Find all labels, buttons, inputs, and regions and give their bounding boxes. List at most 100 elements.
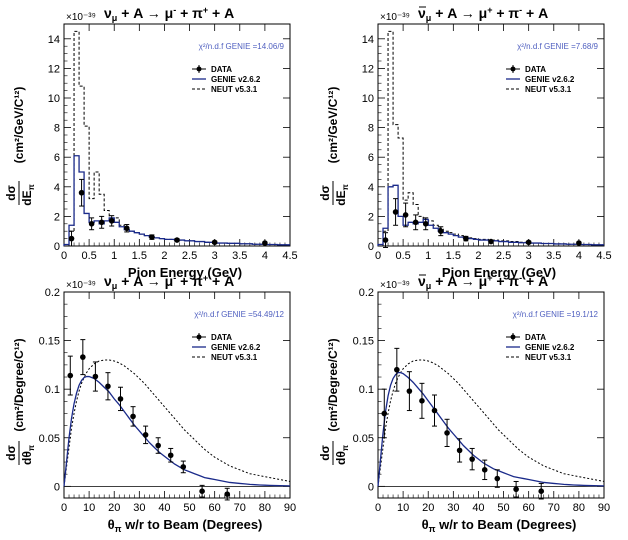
legend-data-label: DATA [525,333,546,342]
data-point [80,354,86,360]
plot-frame [63,23,291,247]
y-tick-label: 0.15 [39,336,60,348]
data-point [262,240,268,246]
x-tick-label: 60 [209,502,221,514]
y-tick-label: 0.1 [45,384,60,396]
x-tick-label: 50 [497,502,509,514]
y-tick-label: 0.15 [353,336,374,348]
data-point [224,491,231,497]
y-tick-label: 0.05 [39,433,60,445]
x-tick-label: 0.5 [81,250,96,262]
legend-data-marker [196,334,202,340]
scale-factor-label: ×10⁻³⁹ [66,280,96,291]
x-tick-label: 50 [183,502,195,514]
x-tick-label: 10 [397,502,409,514]
legend-genie-label: GENIE v2.6.2 [525,343,575,352]
x-tick-label: 3 [212,250,218,262]
chart-panel-3: 0 10 20 30 40 50 60 70 80 90 0 0.05 0.1 0.15 0.2 ×10⁻³⁹… [4,273,296,534]
x-tick-label: 2 [475,250,481,262]
x-tick-label: 1.5 [132,250,147,262]
y-tick-label: 8 [54,123,60,135]
y-label-numerator: dσ [4,185,18,201]
y-tick-label: 0 [54,241,60,253]
data-point [406,388,413,394]
data-point [108,218,115,224]
x-tick-label: 1 [425,250,431,262]
data-point [422,221,429,227]
neut-curve [377,359,605,487]
data-point [174,237,180,243]
chi2-label: χ²/n.d.f GENIE =7.68/9 [517,42,598,51]
legend-data-label: DATA [211,333,232,342]
x-tick-label: 0 [375,250,381,262]
y-label-units: (cm²/GeV/C¹²) [326,87,340,164]
x-tick-label: 1.5 [446,250,461,262]
plot-frame [377,291,605,499]
chart-title: νμ + A → μ- + π+ + A [104,5,234,23]
y-tick-label: 8 [368,123,374,135]
y-tick-label: 0 [368,241,374,253]
genie-histogram [63,155,290,246]
data-point [525,239,532,246]
data-point [437,228,444,234]
y-tick-label: 0.2 [45,287,60,299]
legend-data-label: DATA [211,65,232,74]
chart-title: νμ + A → μ+ + π- + A [418,5,548,23]
data-point [456,447,463,454]
scale-factor-label: ×10⁻³⁹ [66,12,96,23]
x-tick-label: 30 [133,502,145,514]
chart-panel-1: 0 0.5 1 1.5 2 2.5 3 3.5 4 4.5 0 2 4 6 8 10 12 14 ×10⁻³⁹ νμ … [4,5,298,280]
y-label-denominator: dθπ [334,445,350,465]
x-tick-label: 4 [262,250,268,262]
y-label-denominator: dEπ [20,184,36,205]
y-tick-label: 4 [368,182,374,194]
data-point [92,373,99,380]
y-tick-label: 0.1 [359,384,374,396]
scale-factor-label: ×10⁻³⁹ [380,12,410,23]
y-tick-label: 10 [362,93,374,105]
y-tick-label: 6 [54,152,60,164]
data-point [394,366,400,373]
data-point [88,221,95,227]
y-tick-label: 6 [368,152,374,164]
x-tick-label: 0 [61,250,67,262]
x-tick-label: 3 [526,250,532,262]
x-tick-label: 1 [111,250,117,262]
y-tick-label: 12 [362,63,374,75]
data-point [513,486,519,493]
legend-neut-label: NEUT v5.3.1 [211,353,258,362]
y-tick-label: 10 [48,93,60,105]
y-label-numerator: dσ [4,445,18,461]
x-tick-label: 2.5 [496,250,511,262]
neut-histogram [64,30,290,247]
data-point [130,413,136,420]
y-axis-label: dσ dEπ (cm²/GeV/C¹²) [318,87,350,206]
data-point [469,456,475,462]
y-label-denominator: dEπ [334,184,350,205]
y-label-numerator: dσ [318,185,332,201]
legend-data-label: DATA [525,65,546,74]
x-tick-label: 0 [375,502,381,514]
x-tick-label: 40 [472,502,484,514]
x-tick-label: 2 [161,250,167,262]
x-axis-label: Pion Energy (GeV) [128,265,242,280]
y-label-units: (cm²/Degree/C¹²) [12,338,26,431]
x-axis-label: θπ w/r to Beam (Degrees) [108,517,263,534]
neut-histogram [378,30,604,247]
x-axis-label: Pion Energy (GeV) [442,265,556,280]
data-point [444,430,450,436]
data-point [67,372,74,379]
x-tick-label: 80 [259,502,271,514]
data-point [105,383,111,390]
y-tick-label: 14 [48,34,60,46]
legend-genie-label: GENIE v2.6.2 [211,75,261,84]
y-axis-label: dσ dθπ (cm²/Degree/C¹²) [318,338,350,465]
data-point [392,209,399,215]
chart-panel-4: 0 10 20 30 40 50 60 70 80 90 0 0.05 0.1 0.15 0.2 ×10⁻³⁹… [318,273,610,534]
y-tick-label: 12 [48,63,60,75]
data-point [211,239,218,246]
